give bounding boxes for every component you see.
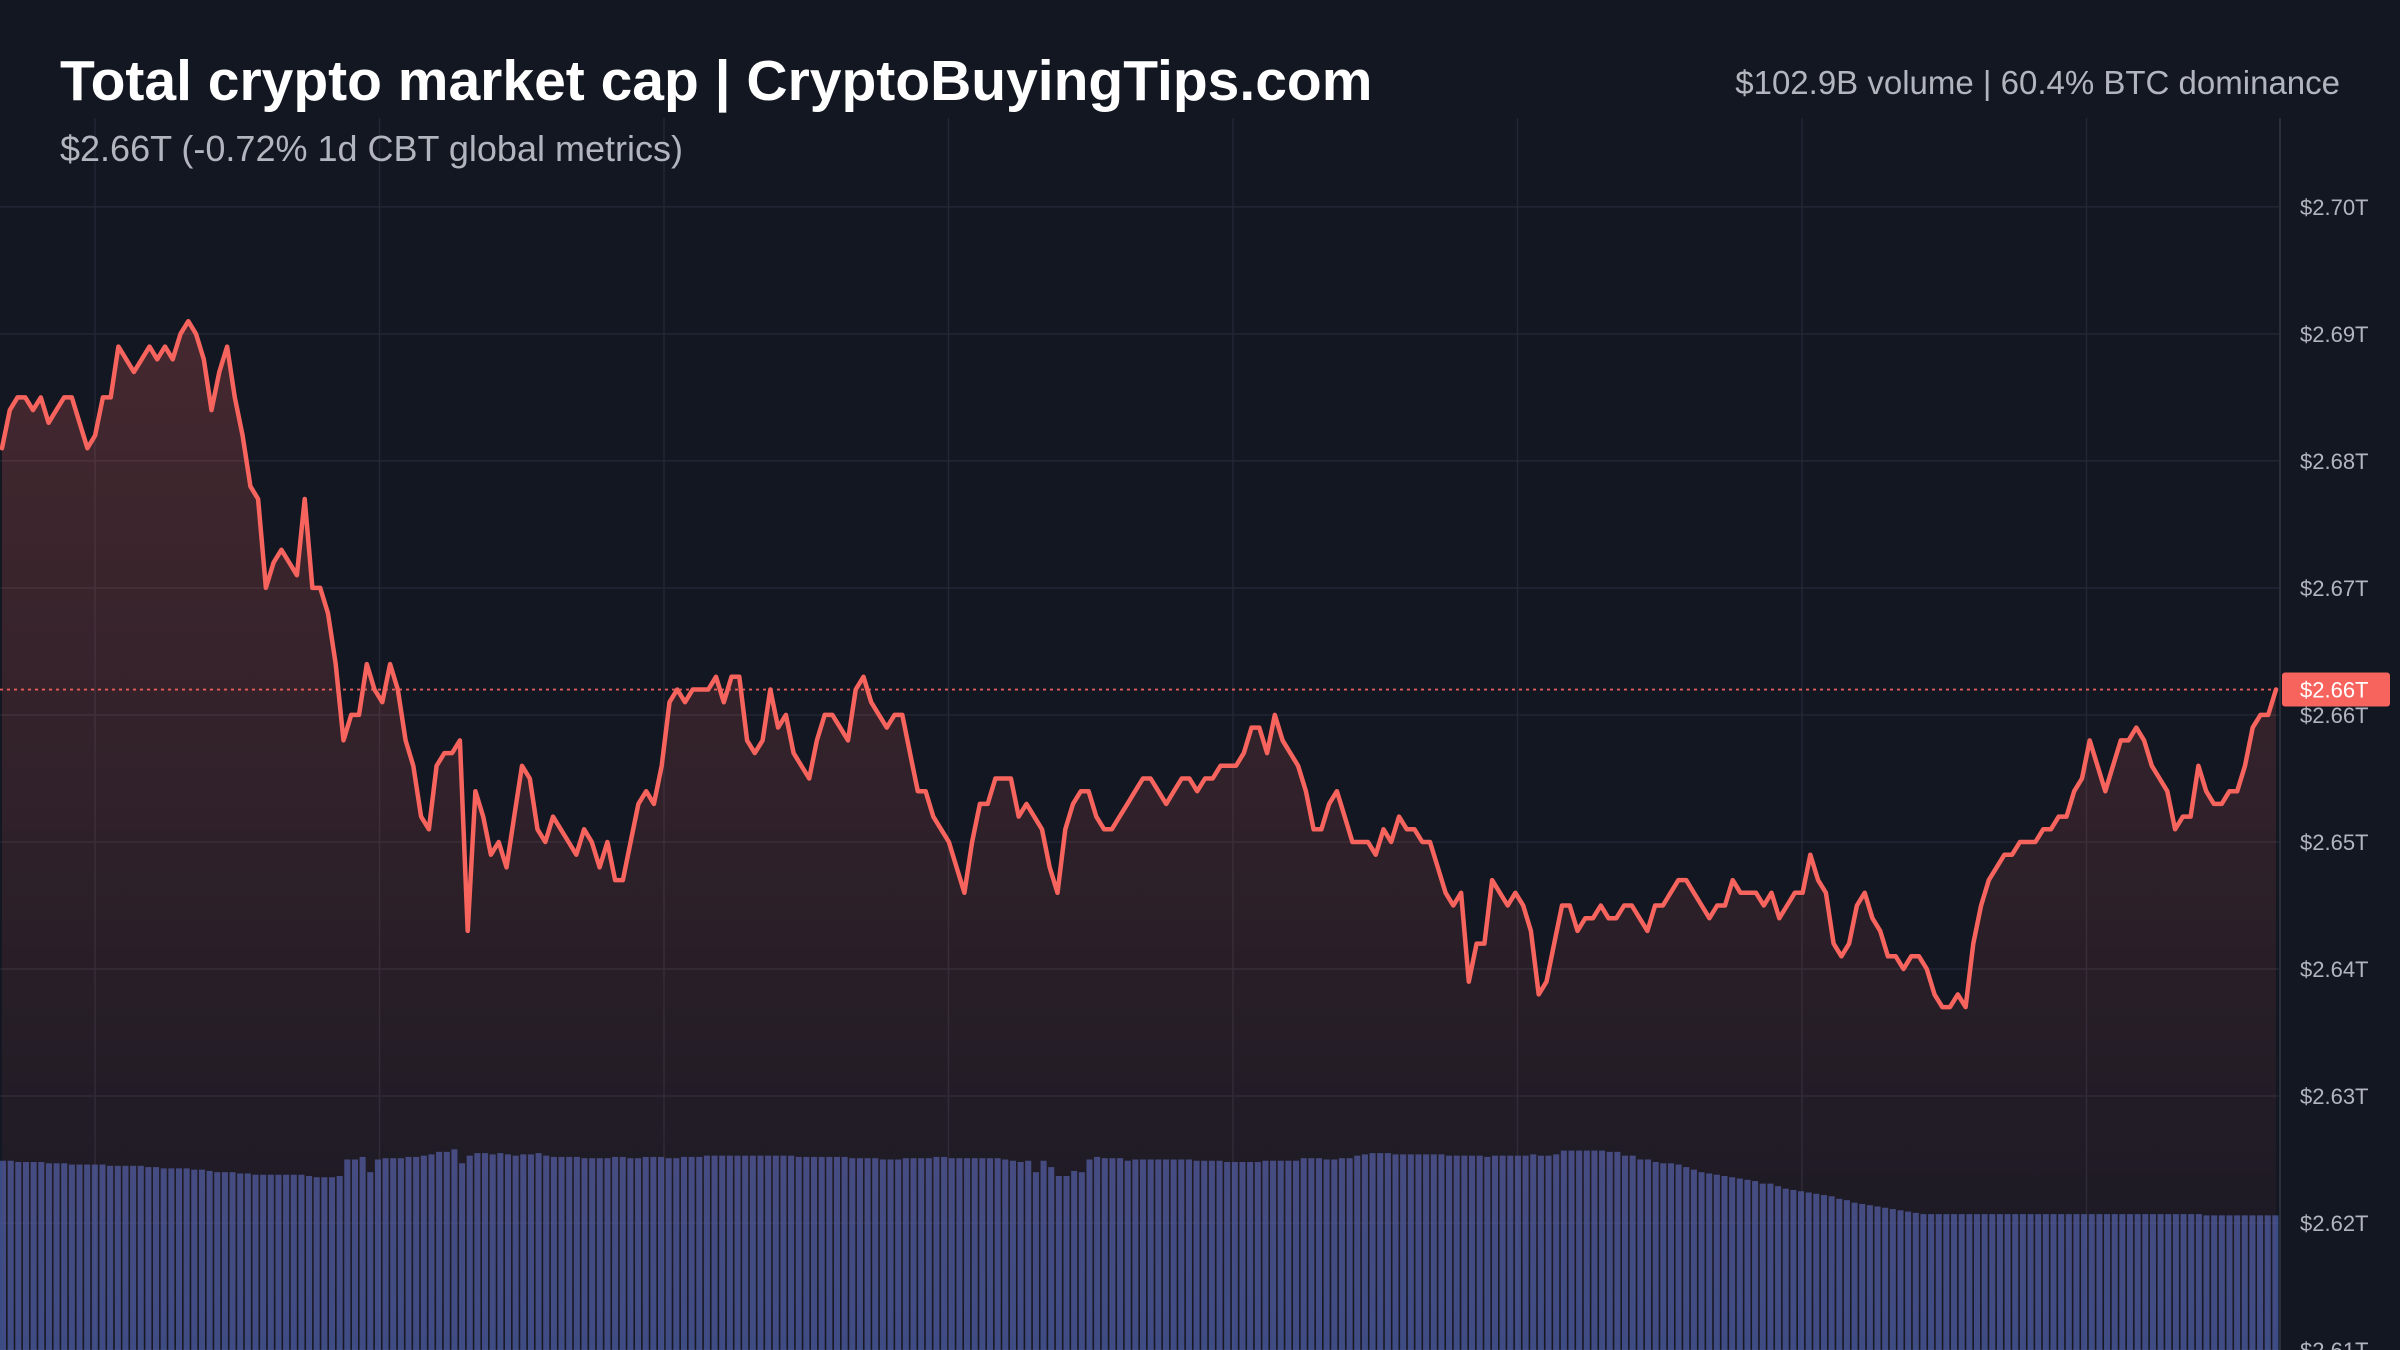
y-tick-label: $2.68T [2300,449,2369,474]
y-tick-label: $2.67T [2300,576,2369,601]
y-axis: $2.61T$2.62T$2.63T$2.64T$2.65T$2.66T$2.6… [2279,118,2369,1350]
y-tick-label: $2.62T [2300,1211,2369,1236]
last-value-badge [2282,672,2390,707]
y-tick-label: $2.61T [2300,1338,2369,1350]
y-tick-label: $2.70T [2300,195,2369,220]
y-tick-label: $2.66T [2300,703,2369,728]
page-title: Total crypto market cap | CryptoBuyingTi… [60,49,1373,113]
y-tick-label: $2.65T [2300,830,2369,855]
last-value-label: $2.66T [2300,678,2369,703]
price-area [2,321,2276,1350]
market-stats: $102.9B volume | 60.4% BTC dominance [1735,64,2340,101]
y-tick-label: $2.69T [2300,322,2369,347]
price-line [0,318,2279,1010]
y-tick-label: $2.64T [2300,957,2369,982]
subtitle: $2.66T (-0.72% 1d CBT global metrics) [60,128,683,169]
line-layer [0,318,2279,1350]
last-value-marker: $2.66T [0,672,2390,707]
y-tick-label: $2.63T [2300,1084,2369,1109]
